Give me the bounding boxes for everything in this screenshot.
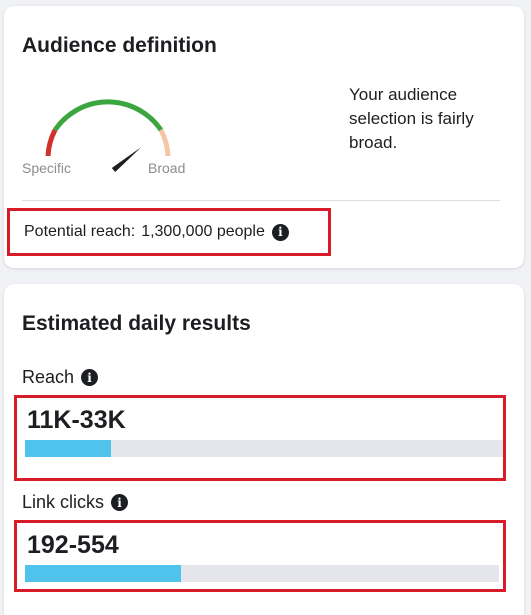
potential-reach-label: Potential reach: xyxy=(24,223,136,240)
info-icon[interactable]: i xyxy=(271,223,289,241)
gauge-label-specific: Specific xyxy=(22,160,72,176)
link-clicks-value: 192-554 xyxy=(27,531,119,559)
link-clicks-label: Link clicks xyxy=(22,492,105,512)
divider xyxy=(22,200,500,201)
link-clicks-metric-box: 192-554 xyxy=(14,520,506,592)
audience-definition-title: Audience definition xyxy=(22,34,217,57)
estimated-daily-results-card: Estimated daily results Reach i 11K-33K … xyxy=(4,284,524,615)
link-clicks-label-row: Link clicks i xyxy=(22,492,129,513)
audience-definition-card: Audience definition Specific Broad Your … xyxy=(4,6,524,268)
audience-description: Your audience selection is fairly broad. xyxy=(349,85,474,152)
reach-metric-box: 11K-33K xyxy=(14,395,506,481)
audience-gauge xyxy=(45,99,171,172)
potential-reach-row: Potential reach: 1,300,000 people i xyxy=(7,208,331,256)
info-icon[interactable]: i xyxy=(81,369,99,386)
gauge-arc-peach xyxy=(158,128,171,157)
gauge-arc-red xyxy=(45,128,58,157)
gauge-needle xyxy=(111,147,142,172)
reach-label-row: Reach i xyxy=(22,367,99,388)
gauge-label-broad: Broad xyxy=(148,160,186,176)
reach-bar-fill xyxy=(25,440,112,457)
potential-reach-value: 1,300,000 people xyxy=(141,223,265,240)
reach-bar-track xyxy=(25,440,503,457)
reach-value: 11K-33K xyxy=(27,406,126,434)
gauge-arc-green xyxy=(52,99,164,132)
link-clicks-bar-track xyxy=(25,565,499,582)
link-clicks-bar-fill xyxy=(25,565,182,582)
info-icon[interactable]: i xyxy=(111,494,129,511)
estimated-daily-results-title: Estimated daily results xyxy=(22,312,251,335)
reach-label: Reach xyxy=(22,367,75,387)
